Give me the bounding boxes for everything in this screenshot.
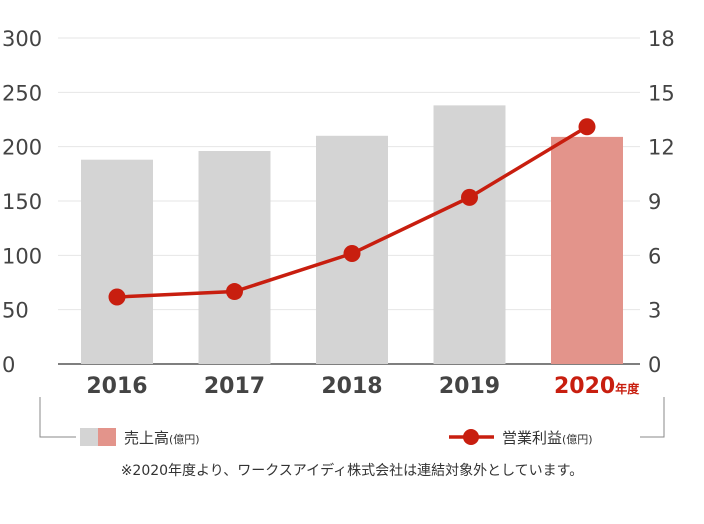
right-y-tick-label: 9 bbox=[648, 190, 661, 214]
right-y-tick-label: 18 bbox=[648, 27, 675, 51]
left-y-tick-label: 300 bbox=[2, 27, 42, 51]
right-y-tick-label: 0 bbox=[648, 353, 661, 377]
footnote: ※2020年度より、ワークスアイディ株式会社は連結対象外としています。 bbox=[120, 463, 584, 479]
legend-unit: (億円) bbox=[169, 433, 200, 446]
x-tick-unit: 年度 bbox=[615, 381, 640, 396]
x-tick-label: 2020年度 bbox=[554, 374, 640, 399]
left-y-tick-label: 200 bbox=[2, 136, 42, 160]
line-point bbox=[578, 118, 596, 136]
x-axis-ticks: 2016 2017 2018 2019 2020年度 bbox=[86, 374, 640, 399]
left-y-tick-label: 0 bbox=[2, 353, 15, 377]
bar bbox=[81, 159, 153, 364]
bar bbox=[198, 151, 271, 364]
left-y-tick-label: 100 bbox=[2, 244, 42, 268]
bar-series bbox=[81, 105, 623, 364]
legend-bracket bbox=[39, 397, 665, 438]
x-tick-label: 2017 bbox=[204, 374, 265, 399]
right-y-tick-label: 6 bbox=[648, 244, 661, 268]
left-y-tick-label: 50 bbox=[2, 299, 29, 323]
left-y-tick-label: 250 bbox=[2, 81, 42, 105]
line-point bbox=[226, 283, 243, 301]
legend-label-profit: 営業利益(億円) bbox=[502, 429, 593, 447]
line-point bbox=[461, 188, 478, 206]
left-y-tick-label: 150 bbox=[2, 190, 42, 214]
right-y-tick-label: 12 bbox=[648, 136, 675, 160]
x-tick-label: 2019 bbox=[439, 374, 500, 399]
legend-swatch-red bbox=[98, 428, 116, 446]
left-y-axis-ticks: 300 250 200 150 100 50 0 bbox=[2, 27, 42, 377]
legend-unit: (億円) bbox=[562, 433, 593, 446]
legend-label-sales: 売上高(億円) bbox=[124, 429, 200, 447]
line-point bbox=[343, 245, 361, 263]
x-tick-label: 2016 bbox=[86, 374, 147, 399]
legend: 売上高(億円) 営業利益(億円) bbox=[39, 397, 665, 447]
legend-swatch-gray bbox=[80, 428, 98, 446]
legend-marker bbox=[463, 429, 479, 445]
line-series bbox=[108, 118, 596, 306]
line-point bbox=[108, 288, 126, 306]
right-y-axis-ticks: 18 15 12 9 6 3 0 bbox=[648, 27, 675, 377]
x-tick-label: 2018 bbox=[321, 374, 382, 399]
right-y-tick-label: 3 bbox=[648, 299, 661, 323]
bar bbox=[433, 105, 506, 364]
right-y-tick-label: 15 bbox=[648, 81, 675, 105]
bar bbox=[551, 136, 623, 364]
